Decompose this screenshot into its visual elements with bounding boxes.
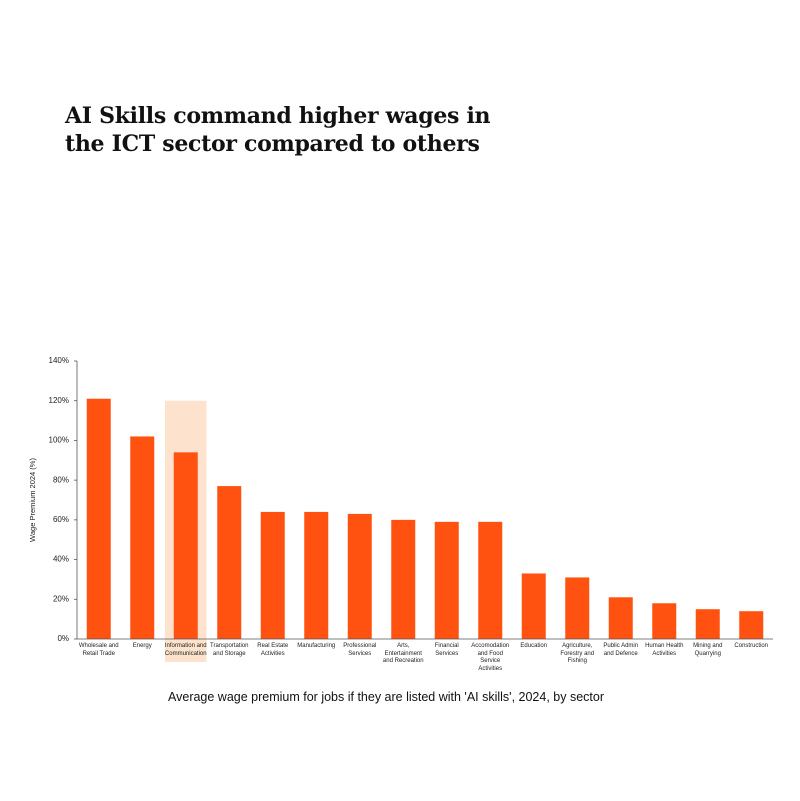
bar (695, 609, 720, 639)
x-tick-label: Wholesale and Retail Trade (78, 643, 119, 657)
bar (304, 511, 329, 639)
y-axis-label: Wage Premium 2024 (%) (28, 458, 37, 542)
y-tick-label: 140% (49, 356, 69, 365)
y-tick-label: 80% (53, 475, 69, 484)
caption: Average wage premium for jobs if they ar… (168, 690, 604, 704)
x-tick-label: Accomodation and Food Service Activities (471, 643, 510, 672)
bar (608, 597, 633, 639)
x-tick-label: Transportation and Storage (210, 643, 249, 657)
x-tick-label: Arts, Entertainment and Recreation (382, 643, 424, 664)
x-tick-label: Information and Communication (164, 643, 207, 657)
bar (260, 511, 285, 639)
x-tick-label: Public Admin and Defence (603, 643, 639, 657)
y-tick-label: 40% (53, 555, 69, 564)
x-tick-label: Human Health Activities (645, 643, 684, 657)
y-tick-label: 120% (49, 396, 69, 405)
x-tick-label: Financial Services (434, 643, 459, 657)
bar (521, 573, 546, 639)
x-tick-label: Manufacturing (297, 643, 336, 649)
bar (652, 603, 677, 639)
bar (739, 611, 764, 639)
y-tick-label: 0% (57, 634, 69, 643)
x-tick-label: Education (520, 643, 548, 649)
bar (130, 436, 155, 639)
y-tick-label: 20% (53, 594, 69, 603)
bar (565, 577, 590, 639)
x-tick-label: Mining and Quarrying (693, 643, 723, 657)
bar (347, 513, 372, 639)
y-tick-label: 60% (53, 515, 69, 524)
x-tick-label: Professional Services (343, 643, 377, 657)
bar (217, 486, 242, 639)
bar (173, 452, 198, 639)
y-tick-label: 100% (49, 436, 69, 445)
x-tick-label: Energy (132, 643, 152, 649)
x-tick-label: Agriculture, Forestry and Fishing (560, 643, 595, 664)
bar (391, 519, 416, 639)
bar (478, 521, 503, 639)
x-tick-label: Construction (734, 643, 769, 649)
bar (434, 521, 459, 639)
bar (86, 398, 111, 639)
chart-title: AI Skills command higher wages in the IC… (65, 103, 491, 157)
x-tick-label: Real Estate Activities (257, 643, 289, 657)
